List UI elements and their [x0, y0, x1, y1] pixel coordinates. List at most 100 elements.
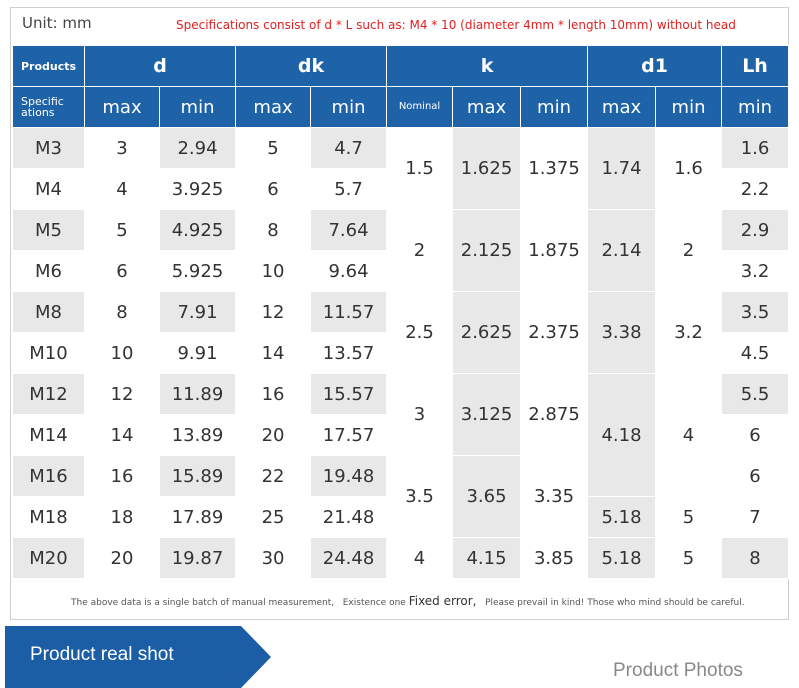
cell-dk-min: 7.64: [310, 209, 388, 251]
table-row: M10 10 9.91 14 13.57 4.5: [12, 332, 790, 374]
cell-k-min: 2.875: [520, 373, 589, 456]
cell-dk-max: 25: [235, 496, 312, 538]
cell-k-min: 3.85: [520, 537, 589, 579]
cell-k-nominal: 3: [386, 373, 454, 456]
banner-arrow-shape: [5, 626, 271, 688]
cell-dk-max: 5: [235, 127, 312, 169]
cell-k-max: 3.125: [452, 373, 522, 456]
cell-size: M12: [12, 373, 85, 415]
cell-k-nominal: 4: [386, 537, 454, 579]
cell-d-min: 11.89: [158, 373, 237, 415]
cell-size: M4: [12, 168, 85, 210]
cell-d-min: 3.925: [158, 168, 237, 210]
header-d: d: [83, 45, 237, 87]
header-k-min: min: [520, 86, 589, 128]
cell-lh: 4.5: [721, 332, 790, 374]
cell-lh: 5.5: [721, 373, 790, 415]
spec-note: Specifications consist of d * L such as:…: [176, 18, 736, 32]
cell-d1-max: 3.38: [587, 291, 657, 374]
cell-lh: 7: [721, 496, 790, 538]
cell-lh: 3.2: [721, 250, 790, 292]
cell-dk-min: 21.48: [310, 496, 388, 538]
cell-k-nominal: 2.5: [386, 291, 454, 374]
cell-d1-max: 1.74: [587, 127, 657, 210]
cell-lh: 6: [721, 455, 790, 497]
cell-d-min: 9.91: [158, 332, 237, 374]
cell-d1-min: 2: [655, 209, 723, 292]
cell-dk-max: 10: [235, 250, 312, 292]
cell-d1-min: 5: [655, 537, 723, 579]
cell-k-nominal: 1.5: [386, 127, 454, 210]
photos-label: Product Photos: [613, 660, 743, 681]
cell-d-min: 19.87: [158, 537, 237, 579]
cell-d-max: 10: [84, 332, 160, 374]
table-row: M8 8 7.91 12 11.57 2.5 2.625 2.375 3.38 …: [12, 291, 790, 374]
cell-k-min: 3.35: [520, 455, 589, 538]
table-row: M5 5 4.925 8 7.64 2 2.125 1.875 2.14 2 2…: [12, 209, 790, 292]
header-d1: d1: [587, 45, 723, 87]
cell-d1-min: 3.2: [655, 291, 723, 374]
cell-lh: 2.2: [721, 168, 790, 210]
cell-size: M3: [12, 127, 85, 169]
cell-size: M20: [12, 537, 85, 579]
cell-d1-max: 5.18: [587, 537, 657, 579]
table-row: M18 18 17.89 25 21.48 5.18 5 7: [12, 496, 790, 538]
cell-dk-max: 12: [235, 291, 312, 333]
cell-dk-min: 24.48: [310, 537, 388, 579]
table-row: M16 16 15.89 22 19.48 3.5 3.65 3.35 6: [12, 455, 790, 538]
cell-d-max: 18: [84, 496, 160, 538]
cell-dk-min: 5.7: [310, 168, 388, 210]
cell-dk-min: 9.64: [310, 250, 388, 292]
cell-d-max: 4: [84, 168, 160, 210]
cell-dk-min: 17.57: [310, 414, 388, 456]
cell-size: M16: [12, 455, 85, 497]
cell-lh: 3.5: [721, 291, 790, 333]
cell-k-max: 4.15: [452, 537, 522, 579]
header-dk: dk: [235, 45, 388, 87]
header-d1-min: min: [655, 86, 723, 128]
cell-d-min: 5.925: [158, 250, 237, 292]
cell-k-min: 1.375: [520, 127, 589, 210]
product-shot-banner: [5, 626, 273, 688]
unit-label: Unit: mm: [22, 14, 92, 32]
cell-d-min: 2.94: [158, 127, 237, 169]
banner-label: Product real shot: [30, 644, 174, 665]
table-row: M4 4 3.925 6 5.7 2.2: [12, 168, 790, 210]
header-row-sub: Specific ations max min max min Nominal …: [12, 86, 790, 128]
header-row-groups: Products d dk k d1 Lh: [12, 45, 790, 87]
footer-note-part2: Existence one: [342, 598, 406, 608]
cell-d1-min: 4: [655, 373, 723, 497]
footer-note-part1: The above data is a single batch of manu…: [71, 598, 335, 608]
cell-k-max: 1.625: [452, 127, 522, 210]
cell-lh: 2.9: [721, 209, 790, 251]
cell-size: M6: [12, 250, 85, 292]
header-d-max: max: [84, 86, 160, 128]
header-products: Products: [12, 45, 85, 87]
table-row: M12 12 11.89 16 15.57 3 3.125 2.875 4.18…: [12, 373, 790, 497]
cell-size: M5: [12, 209, 85, 251]
table-row: M20 20 19.87 30 24.48 4 4.15 3.85 5.18 5…: [12, 537, 790, 579]
spec-table: Products d dk k d1 Lh Specific ations ma…: [12, 45, 790, 579]
cell-dk-max: 8: [235, 209, 312, 251]
cell-size: M10: [12, 332, 85, 374]
cell-lh: 6: [721, 414, 790, 456]
cell-d-max: 12: [84, 373, 160, 415]
footer-note-part3: Fixed error,: [408, 594, 477, 608]
cell-k-min: 1.875: [520, 209, 589, 292]
cell-dk-max: 14: [235, 332, 312, 374]
header-k-max: max: [452, 86, 522, 128]
cell-k-max: 3.65: [452, 455, 522, 538]
cell-d-max: 8: [84, 291, 160, 333]
cell-k-nominal: 3.5: [386, 455, 454, 538]
cell-dk-min: 15.57: [310, 373, 388, 415]
cell-d-min: 15.89: [158, 455, 237, 497]
footer-note: The above data is a single batch of manu…: [71, 594, 745, 608]
cell-size: M8: [12, 291, 85, 333]
cell-k-min: 2.375: [520, 291, 589, 374]
header-k-nominal: Nominal: [386, 86, 454, 128]
cell-k-nominal: 2: [386, 209, 454, 292]
cell-d-max: 6: [84, 250, 160, 292]
cell-d-min: 7.91: [158, 291, 237, 333]
cell-d-min: 4.925: [158, 209, 237, 251]
cell-d-max: 14: [84, 414, 160, 456]
